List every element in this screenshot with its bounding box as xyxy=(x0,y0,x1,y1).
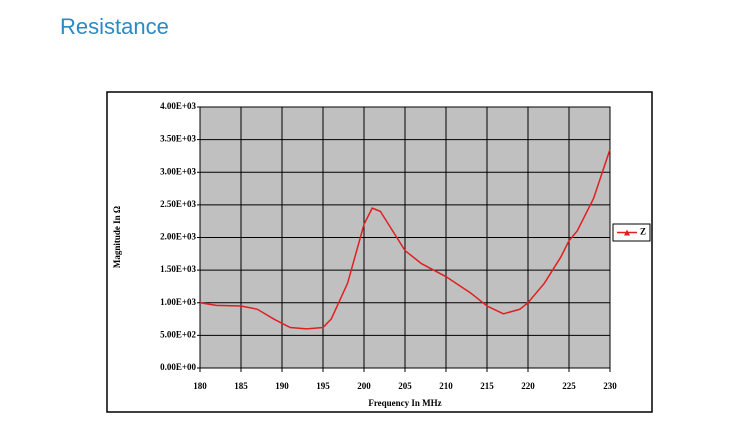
legend-label: Z xyxy=(640,227,646,237)
x-tick-label: 185 xyxy=(234,381,248,391)
x-tick-label: 215 xyxy=(480,381,494,391)
x-tick-label: 195 xyxy=(316,381,330,391)
x-tick-label: 180 xyxy=(193,381,207,391)
series-line xyxy=(199,149,611,330)
y-tick-label: 0.00E+00 xyxy=(160,362,196,372)
x-tick-label: 210 xyxy=(439,381,453,391)
y-tick-label: 1.00E+03 xyxy=(160,297,196,307)
y-tick-label: 3.00E+03 xyxy=(160,166,196,176)
x-tick-label: 205 xyxy=(398,381,412,391)
x-tick-label: 200 xyxy=(357,381,371,391)
y-axis-label: Magnitude In Ω xyxy=(112,206,122,268)
y-tick-label: 2.50E+03 xyxy=(160,199,196,209)
y-tick-label: 5.00E+02 xyxy=(160,329,196,339)
y-tick-label: 2.00E+03 xyxy=(160,232,196,242)
x-tick-label: 220 xyxy=(521,381,535,391)
x-axis-label: Frequency In MHz xyxy=(368,398,441,408)
x-tick-label: 190 xyxy=(275,381,289,391)
x-tick-label: 230 xyxy=(603,381,617,391)
y-tick-label: 3.50E+03 xyxy=(160,134,196,144)
x-tick-label: 225 xyxy=(562,381,576,391)
legend-marker xyxy=(624,229,630,236)
y-tick-label: 4.00E+03 xyxy=(160,101,196,111)
heading: Resistance xyxy=(60,14,169,39)
y-tick-label: 1.50E+03 xyxy=(160,264,196,274)
